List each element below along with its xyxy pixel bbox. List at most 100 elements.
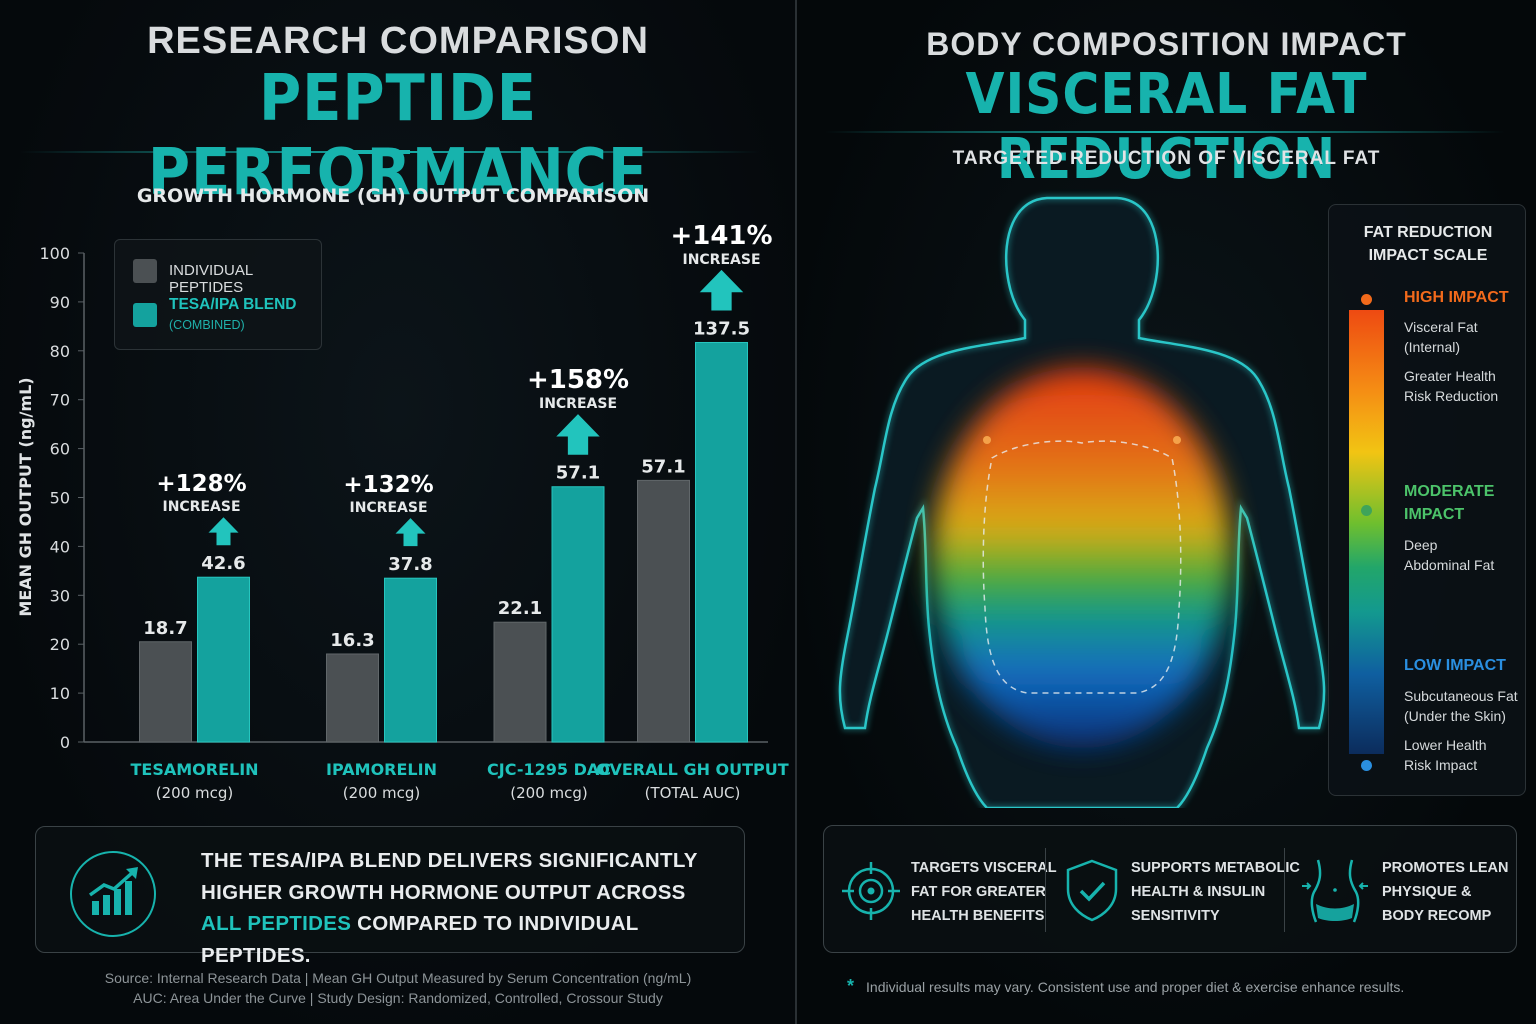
increase-percent: +141% <box>670 221 772 251</box>
legend-swatch-blend <box>133 303 157 327</box>
impact-gradient-bar <box>1349 310 1384 754</box>
legend-label-individual: INDIVIDUAL PEPTIDES <box>169 262 253 296</box>
low-impact-desc-3: Lower Health <box>1404 737 1487 753</box>
high-impact-marker <box>1361 294 1372 305</box>
y-tick-label: 40 <box>50 537 70 556</box>
bar-blend <box>384 577 437 743</box>
summary-text: THE TESA/IPA BLEND DELIVERS SIGNIFICANTL… <box>201 845 731 971</box>
data-label-blend: 37.8 <box>388 554 432 575</box>
gh-output-bar-chart: GROWTH HORMONE (GH) OUTPUT COMPARISON ME… <box>16 185 789 802</box>
data-label-blend: 137.5 <box>693 318 750 339</box>
high-impact-desc-4: Risk Reduction <box>1404 388 1499 404</box>
moderate-impact-marker <box>1361 505 1372 516</box>
y-tick-label: 30 <box>50 586 70 605</box>
left-headline: PEPTIDE PERFORMANCE <box>147 62 649 210</box>
increase-arrow-icon <box>699 269 744 311</box>
y-axis-ticks: 0 10 20 30 40 50 60 70 80 90 100 <box>39 244 85 752</box>
category-label: CJC-1295 DAC <box>487 760 611 779</box>
high-impact-desc-3: Greater Health <box>1404 368 1496 384</box>
impact-scale-panel: FAT REDUCTION IMPACT SCALE HIGH IMPACT V… <box>1328 204 1526 796</box>
data-label-blend: 42.6 <box>201 553 245 574</box>
category-label: TESAMORELIN <box>130 760 258 779</box>
category-sublabel: (200 mcg) <box>343 784 420 802</box>
benefits-box: TARGETS VISCERAL FAT FOR GREATER HEALTH … <box>823 825 1517 953</box>
bar-blend <box>551 486 605 743</box>
category-label: IPAMORELIN <box>326 760 437 779</box>
disclaimer-star: * <box>847 976 855 996</box>
scale-title-line2: IMPACT SCALE <box>1368 247 1488 264</box>
y-tick-label: 100 <box>39 244 70 263</box>
summary-text-highlight: ALL PEPTIDES <box>201 912 352 935</box>
increase-word: INCREASE <box>349 500 427 516</box>
benefit-2-text: SUPPORTS METABOLIC HEALTH & INSULIN SENS… <box>1131 856 1300 928</box>
benefit-3-line2: PHYSIQUE & <box>1382 884 1472 900</box>
low-impact-desc-4: Risk Impact <box>1404 757 1478 773</box>
bar-blend <box>695 341 748 743</box>
right-panel: BODY COMPOSITION IMPACT VISCERAL FAT RED… <box>797 0 1536 1024</box>
data-label-individual: 16.3 <box>330 630 374 651</box>
right-headline: VISCERAL FAT REDUCTION <box>965 62 1368 192</box>
bar-blend <box>197 576 250 743</box>
low-impact-desc-2: (Under the Skin) <box>1404 708 1506 724</box>
right-subtitle: TARGETED REDUCTION OF VISCERAL FAT <box>952 148 1381 169</box>
benefit-separator-1 <box>1045 848 1046 932</box>
bar-individual <box>326 653 379 743</box>
x-axis-categories: TESAMORELIN (200 mcg) IPAMORELIN (200 mcg) C… <box>130 760 788 802</box>
target-icon <box>842 862 900 920</box>
moderate-impact-label-2: IMPACT <box>1404 506 1465 523</box>
bar-individual <box>493 621 547 743</box>
data-label-individual: 22.1 <box>498 598 542 619</box>
increase-arrow-icon <box>395 518 426 547</box>
increase-percent: +158% <box>527 365 629 395</box>
y-tick-label: 80 <box>50 342 70 361</box>
increase-word: INCREASE <box>539 396 617 412</box>
summary-text-part1: THE TESA/IPA BLEND DELIVERS SIGNIFICANTL… <box>201 849 698 904</box>
low-impact-marker <box>1361 760 1372 771</box>
legend-label-blend-sub: (COMBINED) <box>169 318 245 332</box>
disclaimer-text: Individual results may vary. Consistent … <box>866 979 1405 995</box>
low-impact-label: LOW IMPACT <box>1404 657 1506 674</box>
increase-percent: +128% <box>156 471 246 497</box>
y-tick-label: 20 <box>50 635 70 654</box>
human-torso-heatmap <box>836 195 1328 808</box>
high-impact-desc-1: Visceral Fat <box>1404 319 1478 335</box>
benefit-2-line1: SUPPORTS METABOLIC <box>1131 860 1300 876</box>
chart-title: GROWTH HORMONE (GH) OUTPUT COMPARISON <box>137 185 649 207</box>
benefit-separator-2 <box>1284 848 1285 932</box>
y-axis-label: MEAN GH OUTPUT (ng/mL) <box>16 377 35 616</box>
benefit-1-line2: FAT FOR GREATER <box>911 884 1046 900</box>
chart-bars: 18.7 42.6 +128% INCREASE 16.3 37.8 +132% INCREA… <box>139 221 773 743</box>
increase-word: INCREASE <box>682 252 760 268</box>
high-impact-desc-2: (Internal) <box>1404 339 1461 355</box>
bar-individual <box>139 641 192 743</box>
category-label: OVERALL GH OUTPUT <box>596 760 788 779</box>
left-nipple <box>983 436 991 444</box>
high-impact-label: HIGH IMPACT <box>1404 289 1509 306</box>
fat-heatmap <box>932 368 1232 748</box>
data-label-blend: 57.1 <box>556 463 600 484</box>
benefit-2-line2: HEALTH & INSULIN <box>1131 884 1266 900</box>
legend-swatch-individual <box>133 259 157 283</box>
legend-label-blend: TESA/IPA BLEND <box>169 296 297 313</box>
benefit-3-text: PROMOTES LEAN PHYSIQUE & BODY RECOMP <box>1382 856 1508 928</box>
category-sublabel: (TOTAL AUC) <box>645 784 741 802</box>
right-kicker: BODY COMPOSITION IMPACT <box>926 26 1407 62</box>
category-sublabel: (200 mcg) <box>510 784 587 802</box>
panel-divider <box>795 0 797 1024</box>
left-title-rule-tick <box>330 150 410 154</box>
moderate-impact-label-1: MODERATE <box>1404 483 1495 500</box>
source-line-2: AUC: Area Under the Curve | Study Design… <box>133 990 663 1006</box>
low-impact-desc-1: Subcutaneous Fat <box>1404 688 1518 704</box>
benefit-3-line3: BODY RECOMP <box>1382 908 1492 924</box>
moderate-impact-desc-1: Deep <box>1404 537 1438 553</box>
trending-up-chart-icon <box>70 851 156 937</box>
summary-box: THE TESA/IPA BLEND DELIVERS SIGNIFICANTL… <box>35 826 745 967</box>
y-tick-label: 50 <box>50 489 70 508</box>
y-tick-label: 70 <box>50 391 70 410</box>
y-tick-label: 10 <box>50 684 70 703</box>
increase-arrow-icon <box>556 414 600 455</box>
increase-percent: +132% <box>343 472 433 498</box>
increase-word: INCREASE <box>162 499 240 515</box>
data-label-individual: 57.1 <box>641 456 685 477</box>
benefit-1-text: TARGETS VISCERAL FAT FOR GREATER HEALTH … <box>911 856 1057 928</box>
